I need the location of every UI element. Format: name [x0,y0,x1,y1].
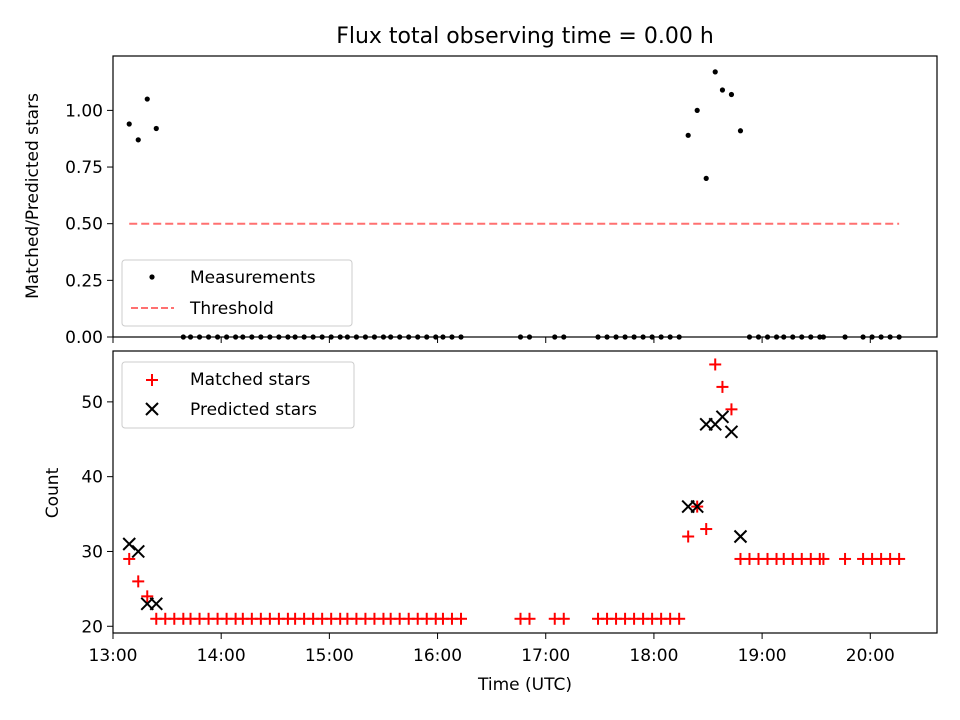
x-axis-label: Time (UTC) [477,675,572,695]
matched-stars-point [454,612,467,625]
measurement-point [703,175,709,181]
measurement-point [126,121,132,127]
legend-measurements-marker [149,274,155,280]
top-y-tick-label: 0.25 [65,271,103,291]
count-panel: 13:00 14:00 15:00 16:00 17:00 18:00 19:00 20:00… [81,350,938,666]
matched-stars-point [893,552,906,565]
legend-top-frame [121,259,353,327]
predicted-x-b [715,410,730,424]
x-tick-label: 15:00 [305,646,354,666]
matched-stars-point [673,612,686,625]
predicted-stars-point [690,499,704,514]
measurement-point [685,132,691,138]
x-tick-label: 16:00 [413,646,462,666]
top-y-tick-label: 0.75 [65,158,103,178]
measurement-point [144,96,150,102]
matched-stars-point [700,523,713,536]
predicted-stars-point [131,544,145,559]
matched-stars-point [817,552,830,565]
predicted-stars-point [715,410,730,424]
matched-stars-point [123,552,136,565]
matched-stars-point [709,358,722,371]
top-y-tick-label: 0.00 [65,328,103,348]
measurement-point [719,87,726,93]
bottom-y-tick-label: 20 [81,617,103,637]
predicted-x-b [690,499,704,514]
top-y-tick-label: 0.50 [65,215,103,235]
top-plot-frame [112,55,938,338]
matched-stars-point [716,380,729,393]
measurement-point [737,128,744,134]
legend-matched-label: Matched stars [190,370,310,390]
predicted-x-b [149,597,163,611]
matched-stars-point [132,575,145,588]
bottom-ylabel: Count [43,467,63,518]
chart-title: Flux total observing time = 0.00 h [336,24,714,49]
measurement-point [694,107,700,113]
bottom-y-tick-label: 40 [81,468,103,488]
bottom-plot-frame [112,350,938,634]
x-tick-label: 14:00 [197,646,246,666]
matched-stars-point [839,552,852,565]
predicted-x-b [131,544,145,559]
x-tick-label: 17:00 [521,646,570,666]
legend-predicted-label: Predicted stars [190,400,317,420]
legend-measurements-label: Measurements [190,268,316,288]
x-tick-label: 18:00 [629,646,678,666]
ratio-panel: 0.00 0.25 0.50 0.75 1.00 [65,55,938,348]
matched-stars-point [141,590,154,603]
predicted-x-b [733,529,748,544]
legend-matched-marker [146,374,158,386]
legend-bottom: Matched stars Predicted stars [121,361,355,429]
predicted-stars-point [724,425,739,439]
x-tick-label: 13:00 [89,646,138,666]
legend-predicted-marker [145,402,159,416]
top-y-tick-label: 1.00 [65,101,103,121]
measurement-point [712,69,718,75]
measurement-point [153,125,159,132]
predicted-stars-point [149,597,163,611]
bottom-y-tick-label: 30 [81,542,103,562]
predicted-stars-point [122,537,136,551]
legend-bottom-frame [121,361,355,429]
matched-stars-point [725,403,738,416]
matched-stars-point [523,612,536,625]
x-tick-label: 20:00 [846,646,895,666]
predicted-stars-point [733,529,748,544]
legend-top: Measurements Threshold [121,259,353,327]
bottom-y-tick-label: 50 [81,393,103,413]
measurement-point [728,91,735,98]
predicted-x-b [122,537,136,551]
legend-threshold-label: Threshold [189,299,274,319]
matched-stars-point [682,530,695,543]
measurement-point [135,137,141,143]
top-ylabel: Matched/Predicted stars [23,93,43,299]
x-tick-label: 19:00 [738,646,787,666]
matched-stars-point [557,612,570,625]
predicted-x-b [724,425,739,439]
